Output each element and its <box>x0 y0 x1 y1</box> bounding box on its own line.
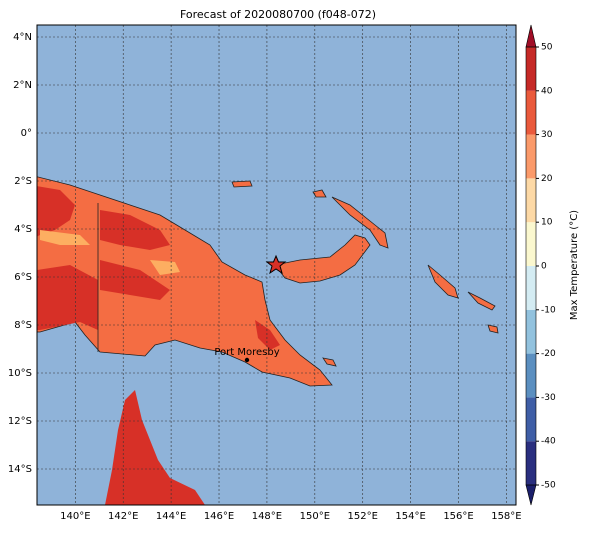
x-tick-label: 150°E <box>300 511 330 522</box>
y-tick-label: 14°S <box>8 464 32 475</box>
colorbar-tick-label: -40 <box>541 437 556 447</box>
y-tick-label: 10°S <box>8 368 32 379</box>
y-tick-label: 0° <box>21 128 32 139</box>
y-tick-label: 2°S <box>14 176 32 187</box>
y-tick-label: 2°N <box>13 80 32 91</box>
colorbar-tick-label: -50 <box>541 481 556 491</box>
map-frame <box>36 24 517 506</box>
map-title: Forecast of 2020080700 (f048-072) <box>180 8 376 21</box>
y-tick-label: 6°S <box>14 272 32 283</box>
colorbar-tick-label: 10 <box>541 218 553 228</box>
colorbar-tick-label: 0 <box>541 262 547 272</box>
x-tick-label: 156°E <box>443 511 473 522</box>
colorbar-segment <box>526 353 536 398</box>
colorbar-under <box>525 484 537 506</box>
colorbar-tick-label: 40 <box>541 86 553 96</box>
colorbar-segment <box>526 309 536 354</box>
x-tick-label: 158°E <box>491 511 521 522</box>
colorbar-segment <box>526 222 536 266</box>
x-tick-label: 152°E <box>348 511 378 522</box>
colorbar-segment <box>526 441 536 485</box>
colorbar-tick-label: -20 <box>541 349 556 359</box>
colorbar-over <box>525 24 537 48</box>
colorbar-segment <box>526 90 536 135</box>
colorbar-segment <box>526 397 536 442</box>
x-tick-label: 144°E <box>156 511 186 522</box>
y-tick-label: 4°N <box>13 32 32 43</box>
x-tick-label: 148°E <box>252 511 282 522</box>
y-tick-label: 12°S <box>8 416 32 427</box>
colorbar-segment <box>526 178 536 223</box>
colorbar-tick-label: 50 <box>541 43 553 53</box>
y-tick-label: 4°S <box>14 224 32 235</box>
colorbar-segment <box>526 47 536 91</box>
colorbar-label: Max Temperature (°C) <box>569 210 580 320</box>
city-dot <box>244 357 250 363</box>
colorbar-segment <box>526 266 536 310</box>
colorbar-tick-label: 20 <box>541 174 553 184</box>
colorbar-segment <box>526 134 536 179</box>
x-tick-label: 142°E <box>108 511 138 522</box>
colorbar-tick-label: -10 <box>541 305 556 315</box>
x-tick-label: 146°E <box>204 511 234 522</box>
grid <box>37 25 516 505</box>
x-tick-label: 140°E <box>60 511 90 522</box>
y-tick-label: 8°S <box>14 320 32 331</box>
star-marker <box>265 254 287 275</box>
x-tick-label: 154°E <box>395 511 425 522</box>
colorbar-tick-label: 30 <box>541 130 553 140</box>
city-label: Port Moresby <box>214 347 279 358</box>
colorbar-tick-label: -30 <box>541 393 556 403</box>
